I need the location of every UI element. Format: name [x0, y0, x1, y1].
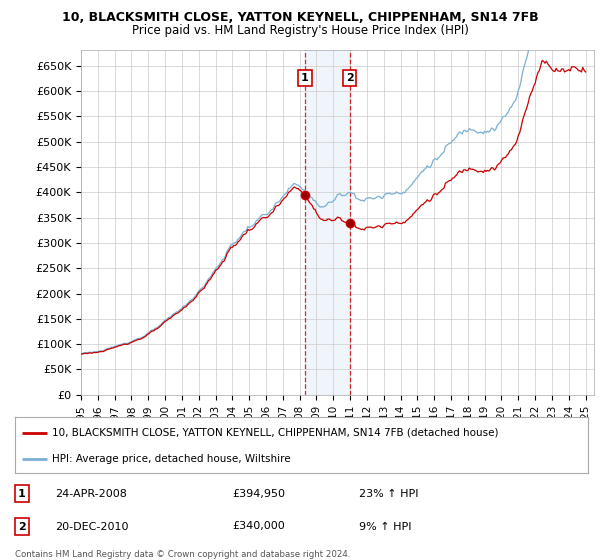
Text: 2: 2 [18, 521, 26, 531]
Text: 1: 1 [18, 488, 26, 498]
Text: £340,000: £340,000 [233, 521, 286, 531]
Text: 24-APR-2008: 24-APR-2008 [55, 488, 127, 498]
Text: 23% ↑ HPI: 23% ↑ HPI [359, 488, 418, 498]
Text: Price paid vs. HM Land Registry's House Price Index (HPI): Price paid vs. HM Land Registry's House … [131, 24, 469, 37]
Text: 10, BLACKSMITH CLOSE, YATTON KEYNELL, CHIPPENHAM, SN14 7FB (detached house): 10, BLACKSMITH CLOSE, YATTON KEYNELL, CH… [52, 428, 499, 438]
Text: 1: 1 [301, 73, 309, 83]
Text: 2: 2 [346, 73, 353, 83]
Text: HPI: Average price, detached house, Wiltshire: HPI: Average price, detached house, Wilt… [52, 454, 291, 464]
Bar [305, 50, 350, 395]
Text: 20-DEC-2010: 20-DEC-2010 [55, 521, 128, 531]
Text: 10, BLACKSMITH CLOSE, YATTON KEYNELL, CHIPPENHAM, SN14 7FB: 10, BLACKSMITH CLOSE, YATTON KEYNELL, CH… [62, 11, 538, 24]
Text: 9% ↑ HPI: 9% ↑ HPI [359, 521, 412, 531]
Text: Contains HM Land Registry data © Crown copyright and database right 2024.
This d: Contains HM Land Registry data © Crown c… [15, 550, 350, 560]
Text: £394,950: £394,950 [233, 488, 286, 498]
